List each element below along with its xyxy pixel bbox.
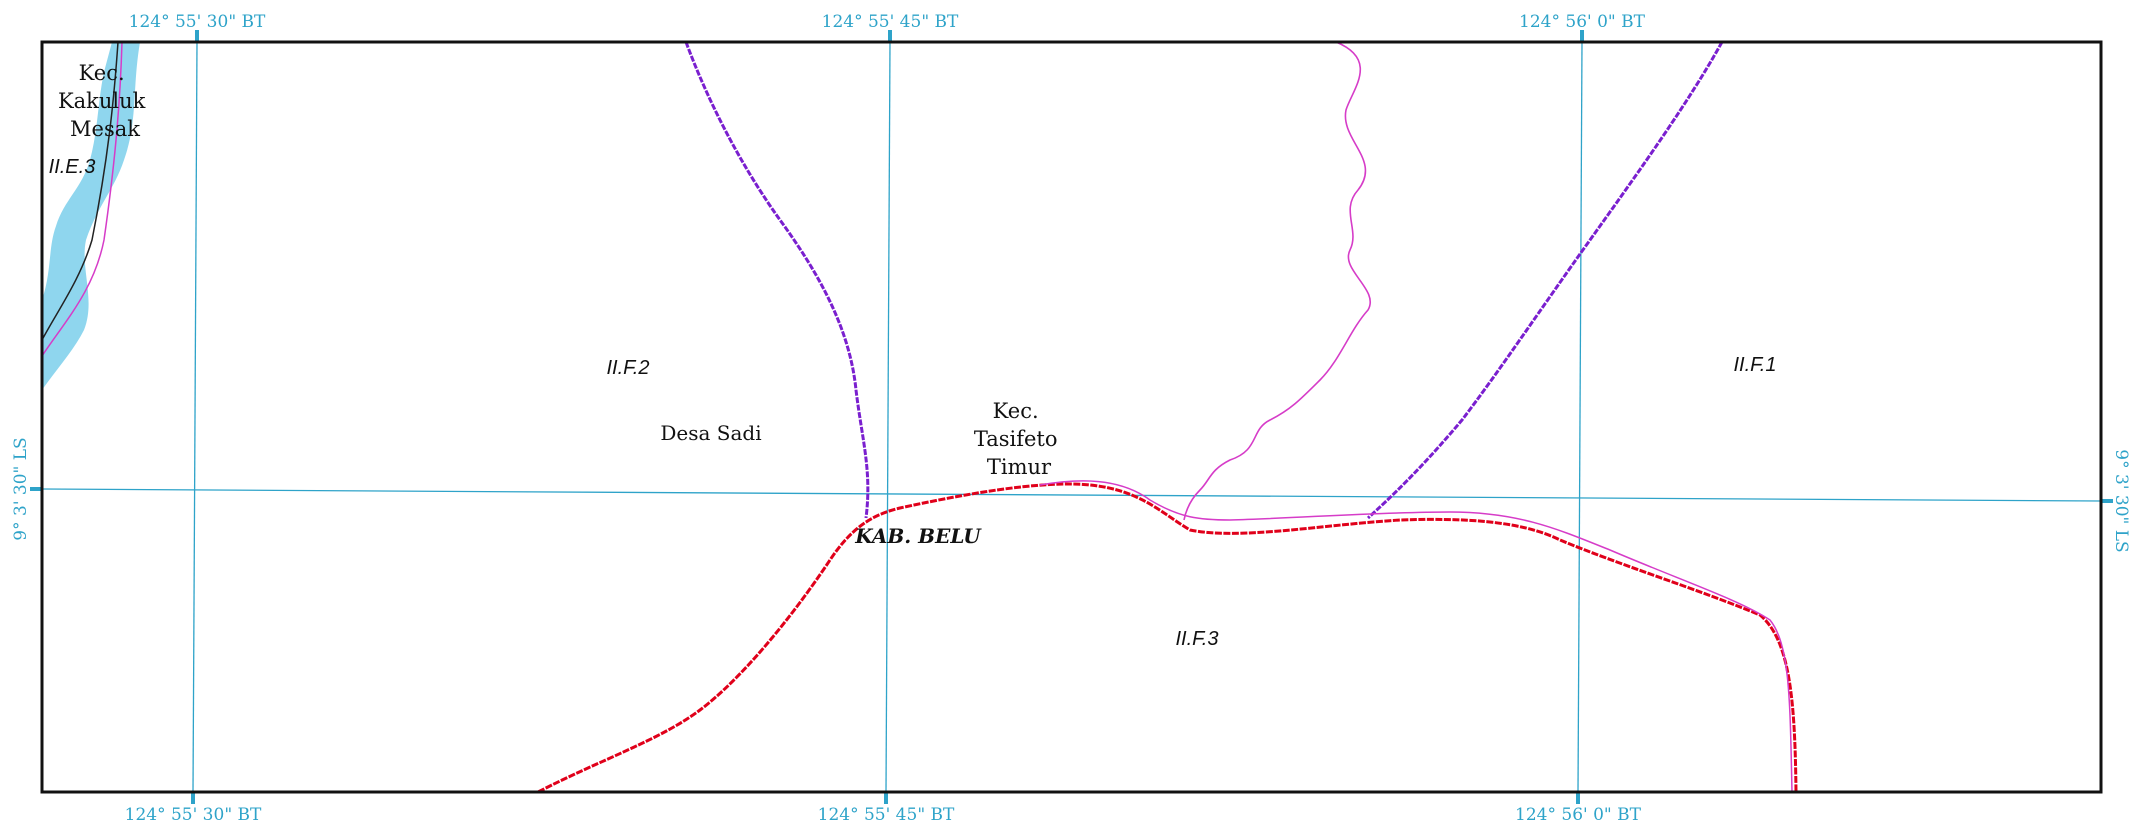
label-kec-kakuluk-line3: Mesak: [70, 117, 140, 141]
coord-bottom-2: 124° 55' 45" BT: [818, 805, 955, 825]
label-kec-kakuluk: Kec. Kakuluk Mesak: [58, 61, 152, 141]
coord-left: 9° 3' 30" LS: [11, 437, 31, 540]
code-if1: II.F.1: [1734, 354, 1777, 376]
label-kec-kakuluk-line2: Kakuluk: [58, 89, 146, 113]
regency-boundary: [537, 482, 1798, 794]
district-boundary-left: [684, 41, 870, 519]
code-if3: II.F.3: [1176, 628, 1219, 650]
road-black-line: [41, 41, 119, 341]
coord-bottom-3: 124° 56' 0" BT: [1515, 805, 1642, 825]
road-magenta-line: [41, 41, 123, 357]
label-kec-tasifeto-line1: Kec.: [993, 399, 1039, 423]
coord-right: 9° 3' 30" LS: [2111, 449, 2131, 552]
parallel-3-30: [41, 488, 2102, 502]
label-kec-tasifeto-line2: Tasifeto: [974, 427, 1058, 451]
meridian-55-45: [885, 41, 891, 793]
map-frame: [40, 40, 2103, 794]
label-kec-kakuluk-line1: Kec.: [79, 61, 125, 85]
graticule: [41, 41, 2102, 793]
coord-top-2: 124° 55' 45" BT: [822, 12, 959, 32]
code-ie3: II.E.3: [49, 156, 96, 178]
coord-top-1: 124° 55' 30" BT: [129, 12, 266, 32]
district-boundary-right: [1366, 41, 1724, 520]
village-boundary-center: [1183, 41, 1371, 521]
village-boundary-east: [1039, 480, 1793, 793]
label-kec-tasifeto-line3: Timur: [987, 455, 1052, 479]
meridian-56-00: [1577, 41, 1583, 793]
label-kab-belu: KAB. BELU: [854, 524, 982, 548]
meridian-55-30: [192, 41, 198, 793]
coord-top-3: 124° 56' 0" BT: [1519, 12, 1646, 32]
code-if2: II.F.2: [607, 357, 650, 379]
river-water: [42, 42, 140, 390]
graticule-ticks: [30, 30, 2113, 804]
label-kec-tasifeto: Kec. Tasifeto Timur: [974, 399, 1064, 479]
label-desa-sadi: Desa Sadi: [660, 421, 761, 445]
coord-bottom-1: 124° 55' 30" BT: [125, 805, 262, 825]
